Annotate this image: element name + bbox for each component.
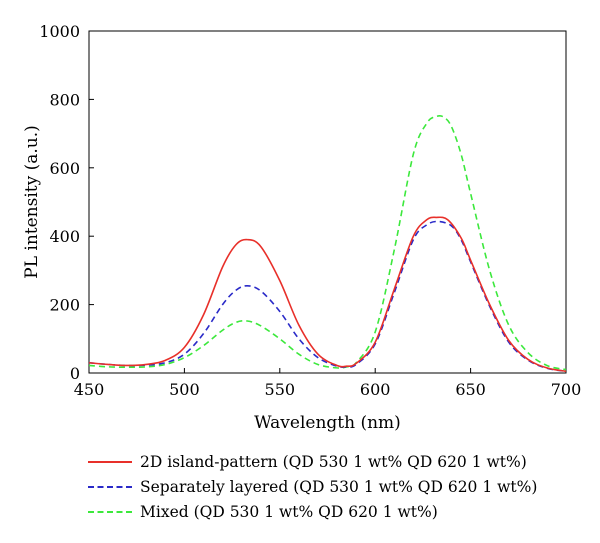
y-tick-label: 1000 [39, 22, 80, 41]
x-tick-label: 500 [169, 380, 200, 399]
legend-item-mixed: Mixed (QD 530 1 wt% QD 620 1 wt%) [88, 499, 588, 524]
y-tick-label: 800 [49, 90, 80, 109]
x-tick-label: 550 [265, 380, 296, 399]
x-axis-title: Wavelength (nm) [254, 413, 401, 433]
legend-label-2d-island: 2D island-pattern (QD 530 1 wt% QD 620 1… [140, 452, 527, 471]
series-line-mixed [88, 115, 567, 371]
legend-swatch-separately-layered [88, 485, 132, 488]
series-line-2d-island [88, 216, 567, 373]
y-tick-label: 200 [49, 296, 80, 315]
x-tick-label: 650 [455, 380, 486, 399]
legend-item-2d-island: 2D island-pattern (QD 530 1 wt% QD 620 1… [88, 449, 588, 474]
legend-label-mixed: Mixed (QD 530 1 wt% QD 620 1 wt%) [140, 502, 438, 521]
legend-label-separately-layered: Separately layered (QD 530 1 wt% QD 620 … [140, 477, 538, 496]
x-tick-label: 700 [551, 380, 582, 399]
series-line-separately-layered [88, 220, 567, 373]
y-tick-label: 400 [49, 227, 80, 246]
y-axis-title: PL intensity (a.u.) [22, 125, 42, 279]
legend: 2D island-pattern (QD 530 1 wt% QD 620 1… [88, 449, 588, 524]
plot-area: 450 500 550 600 650 700 0 200 400 600 800 1000 Wavel… [22, 22, 581, 433]
x-tick-label: 450 [74, 380, 105, 399]
x-tick-label: 600 [360, 380, 391, 399]
legend-item-separately-layered: Separately layered (QD 530 1 wt% QD 620 … [88, 474, 588, 499]
legend-swatch-mixed [88, 510, 132, 513]
y-tick-label: 600 [49, 159, 80, 178]
y-tick-label: 0 [70, 364, 80, 383]
plot-frame [88, 30, 567, 374]
legend-swatch-2d-island [88, 460, 132, 463]
